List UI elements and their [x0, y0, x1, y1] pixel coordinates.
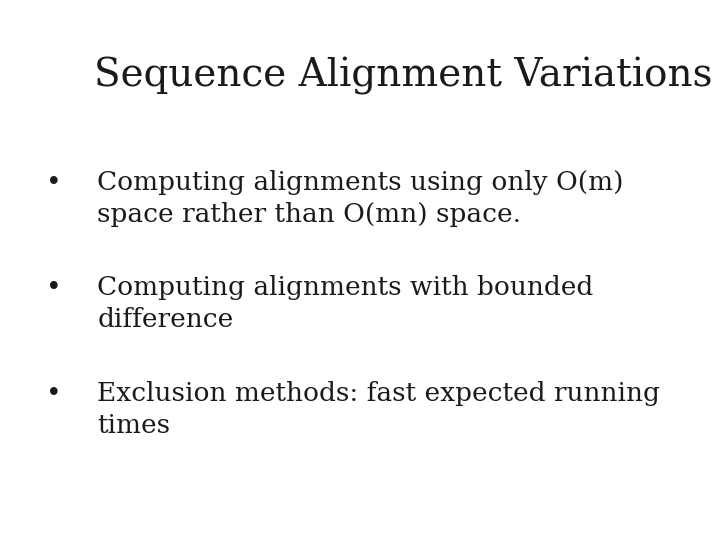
Text: •: • [46, 170, 62, 195]
Text: Exclusion methods: fast expected running
times: Exclusion methods: fast expected running… [97, 381, 660, 438]
Text: Computing alignments using only O(m)
space rather than O(mn) space.: Computing alignments using only O(m) spa… [97, 170, 624, 227]
Text: Computing alignments with bounded
difference: Computing alignments with bounded differ… [97, 275, 593, 333]
Text: •: • [46, 275, 62, 300]
Text: Sequence Alignment Variations: Sequence Alignment Variations [94, 57, 712, 94]
Text: •: • [46, 381, 62, 406]
